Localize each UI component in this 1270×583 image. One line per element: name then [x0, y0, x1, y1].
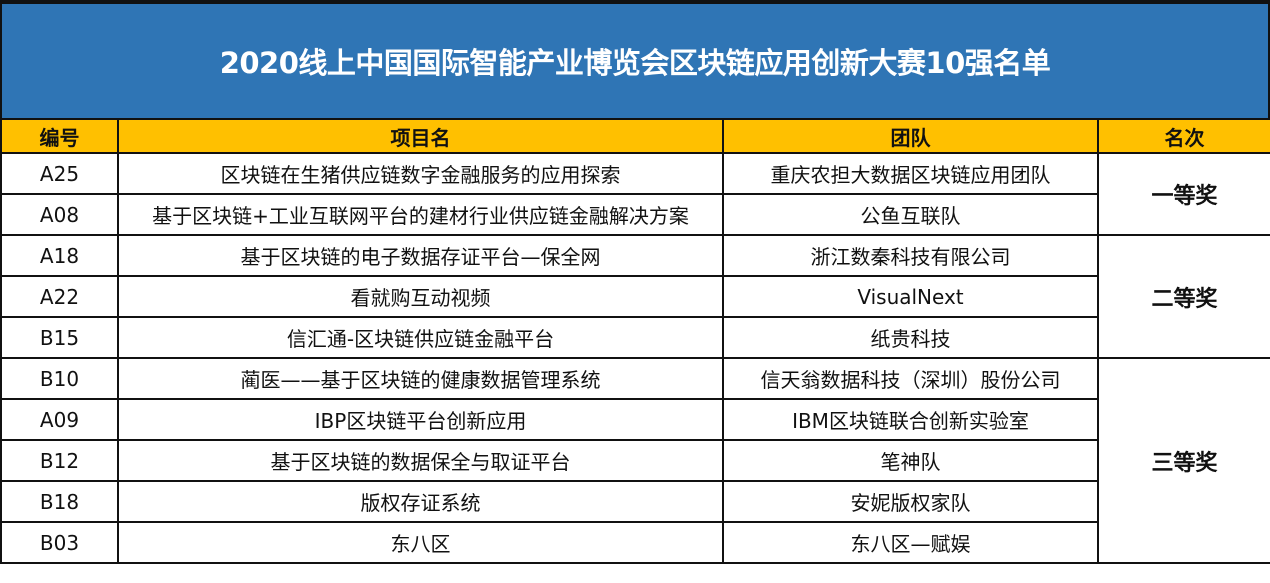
table-row: A22 看就购互动视频 VisualNext	[0, 275, 1270, 318]
table-row: A18 基于区块链的电子数据存证平台—保全网 浙江数秦科技有限公司 二等奖	[0, 234, 1270, 359]
award-cell: 一等奖	[1097, 152, 1270, 236]
cell-team: 笔神队	[722, 439, 1099, 482]
cell-team: IBM区块链联合创新实验室	[722, 398, 1099, 441]
cell-project: 基于区块链的数据保全与取证平台	[117, 439, 724, 482]
cell-id: B12	[0, 439, 119, 482]
cell-id: A09	[0, 398, 119, 441]
cell-team: 安妮版权家队	[722, 480, 1099, 523]
table-row: A09 IBP区块链平台创新应用 IBM区块链联合创新实验室	[0, 398, 1270, 441]
page-title: 2020线上中国国际智能产业博览会区块链应用创新大赛10强名单	[0, 0, 1270, 118]
ranking-table: 编号 项目名 团队 名次 A25 区块链在生猪供应链数字金融服务的应用探索 重庆农担…	[0, 118, 1270, 564]
table-row: B12 基于区块链的数据保全与取证平台 笔神队	[0, 439, 1270, 482]
cell-team: VisualNext	[722, 275, 1099, 318]
cell-team: 东八区—赋娱	[722, 521, 1099, 564]
table-row: A08 基于区块链+工业互联网平台的建材行业供应链金融解决方案 公鱼互联队	[0, 193, 1270, 236]
header-id: 编号	[0, 118, 119, 154]
cell-team: 重庆农担大数据区块链应用团队	[722, 152, 1099, 195]
cell-id: A08	[0, 193, 119, 236]
table-row: A25 区块链在生猪供应链数字金融服务的应用探索 重庆农担大数据区块链应用团队 一等奖	[0, 152, 1270, 236]
cell-team: 信天翁数据科技（深圳）股份公司	[722, 357, 1099, 400]
cell-id: B15	[0, 316, 119, 359]
cell-project: 看就购互动视频	[117, 275, 724, 318]
cell-project: 版权存证系统	[117, 480, 724, 523]
cell-id: B03	[0, 521, 119, 564]
cell-team: 浙江数秦科技有限公司	[722, 234, 1099, 277]
cell-id: B18	[0, 480, 119, 523]
header-row: 编号 项目名 团队 名次	[0, 118, 1270, 154]
cell-project: 基于区块链的电子数据存证平台—保全网	[117, 234, 724, 277]
cell-team: 公鱼互联队	[722, 193, 1099, 236]
cell-project: IBP区块链平台创新应用	[117, 398, 724, 441]
cell-project: 蔺医——基于区块链的健康数据管理系统	[117, 357, 724, 400]
table-row: B03 东八区 东八区—赋娱	[0, 521, 1270, 564]
cell-project: 东八区	[117, 521, 724, 564]
cell-id: A22	[0, 275, 119, 318]
award-cell: 三等奖	[1097, 357, 1270, 564]
header-rank: 名次	[1097, 118, 1270, 154]
cell-team: 纸贵科技	[722, 316, 1099, 359]
table-row: B15 信汇通-区块链供应链金融平台 纸贵科技	[0, 316, 1270, 359]
cell-project: 基于区块链+工业互联网平台的建材行业供应链金融解决方案	[117, 193, 724, 236]
cell-id: A18	[0, 234, 119, 277]
cell-project: 信汇通-区块链供应链金融平台	[117, 316, 724, 359]
header-team: 团队	[722, 118, 1099, 154]
table-row: B18 版权存证系统 安妮版权家队	[0, 480, 1270, 523]
cell-id: B10	[0, 357, 119, 400]
header-project: 项目名	[117, 118, 724, 154]
cell-project: 区块链在生猪供应链数字金融服务的应用探索	[117, 152, 724, 195]
table-row: B10 蔺医——基于区块链的健康数据管理系统 信天翁数据科技（深圳）股份公司 三等奖	[0, 357, 1270, 564]
cell-id: A25	[0, 152, 119, 195]
award-cell: 二等奖	[1097, 234, 1270, 359]
